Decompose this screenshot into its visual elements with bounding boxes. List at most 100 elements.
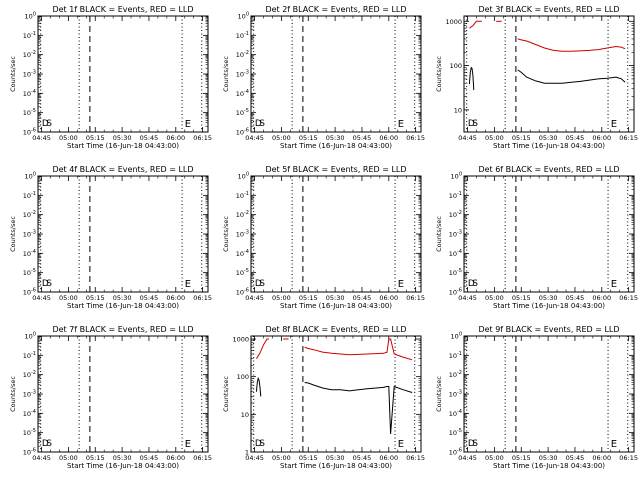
detector-panel-3: Det 3f BLACK = Events, RED = LLD 10 100 100…	[435, 5, 638, 150]
start-marker-s: S	[259, 119, 265, 129]
start-marker-d: D	[468, 439, 475, 449]
end-marker-e: E	[611, 119, 617, 130]
detector-panel-9: Det 9f BLACK = Events, RED = LLD 100 10-1 1…	[435, 325, 638, 470]
y-tick-label: 100	[25, 12, 36, 21]
y-axis-label: Counts/sec	[435, 376, 443, 412]
x-tick-label: 04:45	[245, 294, 264, 302]
y-tick-label: 100	[25, 172, 36, 181]
x-axis-label: Start Time (16-Jun-18 04:43:00)	[67, 302, 179, 310]
y-axis-label: Counts/sec	[435, 216, 443, 252]
events-series-line	[468, 66, 475, 91]
x-axis-label: Start Time (16-Jun-18 04:43:00)	[67, 462, 179, 470]
x-tick-label: 06:15	[619, 454, 638, 462]
y-tick-label: 100	[450, 62, 462, 70]
x-axis-label: Start Time (16-Jun-18 04:43:00)	[280, 462, 392, 470]
end-marker-e: E	[398, 279, 404, 290]
plot-frame	[250, 335, 422, 453]
x-tick-label: 05:45	[353, 294, 372, 302]
y-tick-label: 100	[238, 172, 249, 181]
y-tick-label: 10-6	[449, 448, 462, 457]
start-marker-d: D	[42, 279, 49, 289]
start-marker-d: D	[255, 119, 262, 129]
x-tick-label: 05:00	[59, 134, 78, 142]
x-tick-label: 06:00	[592, 134, 611, 142]
x-tick-label: 06:15	[406, 294, 425, 302]
y-axis-label: Counts/sec	[9, 376, 17, 412]
detector-panel-8: Det 8f BLACK = Events, RED = LLD 1 10 100 10…	[222, 325, 425, 470]
x-tick-label: 04:45	[458, 454, 477, 462]
x-tick-label: 05:00	[485, 454, 504, 462]
x-tick-label: 05:15	[512, 454, 531, 462]
y-tick-label: 10-2	[236, 210, 249, 219]
y-tick-label: 1000	[232, 336, 249, 344]
end-marker-e: E	[611, 279, 617, 290]
start-marker-s: S	[46, 439, 52, 449]
x-tick-label: 05:45	[353, 134, 372, 142]
lld-series-line	[469, 20, 482, 29]
x-tick-label: 05:15	[299, 454, 318, 462]
y-axis-label: Counts/sec	[9, 56, 17, 92]
x-tick-label: 05:00	[272, 454, 291, 462]
y-tick-label: 10-1	[236, 31, 249, 40]
detector-panel-6: Det 6f BLACK = Events, RED = LLD 100 10-1 1…	[435, 165, 638, 310]
detector-panel-5: Det 5f BLACK = Events, RED = LLD 100 10-1 1…	[222, 165, 425, 310]
end-marker-e: E	[398, 119, 404, 130]
y-tick-label: 10-4	[236, 89, 249, 98]
panel-title: Det 6f BLACK = Events, RED = LLD	[478, 165, 619, 174]
x-tick-label: 06:00	[592, 294, 611, 302]
start-marker-s: S	[472, 119, 478, 129]
x-tick-label: 06:00	[379, 454, 398, 462]
x-axis-label: Start Time (16-Jun-18 04:43:00)	[493, 142, 605, 150]
x-tick-label: 04:45	[245, 454, 264, 462]
x-tick-label: 05:00	[485, 134, 504, 142]
x-tick-label: 05:15	[86, 134, 105, 142]
y-tick-label: 10-2	[23, 50, 36, 59]
x-tick-label: 05:45	[353, 454, 372, 462]
y-tick-label: 10-4	[236, 249, 249, 258]
y-tick-label: 10-3	[449, 230, 462, 239]
x-tick-label: 05:15	[512, 294, 531, 302]
y-tick-label: 10-2	[449, 370, 462, 379]
y-tick-label: 100	[238, 12, 249, 21]
panel-title: Det 5f BLACK = Events, RED = LLD	[265, 165, 406, 174]
x-tick-label: 06:15	[193, 454, 212, 462]
x-tick-label: 04:45	[32, 454, 51, 462]
x-tick-label: 05:00	[272, 134, 291, 142]
panel-title: Det 1f BLACK = Events, RED = LLD	[52, 5, 193, 14]
start-marker-d: D	[42, 439, 49, 449]
start-marker-s: S	[472, 439, 478, 449]
y-tick-label: 10-3	[236, 230, 249, 239]
x-tick-label: 05:15	[86, 454, 105, 462]
panel-title: Det 2f BLACK = Events, RED = LLD	[265, 5, 406, 14]
x-tick-label: 05:30	[113, 134, 132, 142]
y-tick-label: 10-6	[23, 448, 36, 457]
x-tick-label: 04:45	[32, 134, 51, 142]
y-tick-label: 10-2	[236, 50, 249, 59]
y-tick-label: 10-1	[23, 191, 36, 200]
detector-panel-2: Det 2f BLACK = Events, RED = LLD 100 10-1 1…	[222, 5, 425, 150]
x-tick-label: 05:00	[59, 294, 78, 302]
y-tick-label: 10-6	[23, 128, 36, 137]
x-tick-label: 06:15	[619, 294, 638, 302]
x-tick-label: 05:30	[113, 454, 132, 462]
detector-panel-1: Det 1f BLACK = Events, RED = LLD 100 10-1 1…	[9, 5, 212, 150]
x-tick-label: 05:30	[326, 134, 345, 142]
lld-series-line	[255, 338, 269, 359]
x-tick-label: 06:00	[166, 454, 185, 462]
x-tick-label: 05:00	[272, 294, 291, 302]
x-tick-label: 05:30	[539, 454, 558, 462]
y-tick-label: 10-1	[23, 31, 36, 40]
y-tick-label: 10-2	[23, 210, 36, 219]
y-tick-label: 100	[451, 332, 462, 341]
y-tick-label: 10-6	[236, 128, 249, 137]
end-marker-e: E	[185, 279, 191, 290]
y-tick-label: 10-3	[23, 230, 36, 239]
y-tick-label: 1000	[445, 18, 462, 26]
x-tick-label: 06:00	[166, 134, 185, 142]
x-tick-label: 04:45	[458, 294, 477, 302]
panel-title: Det 9f BLACK = Events, RED = LLD	[478, 325, 619, 334]
x-tick-label: 05:15	[299, 294, 318, 302]
y-tick-label: 10-6	[449, 288, 462, 297]
x-tick-label: 05:45	[566, 134, 585, 142]
